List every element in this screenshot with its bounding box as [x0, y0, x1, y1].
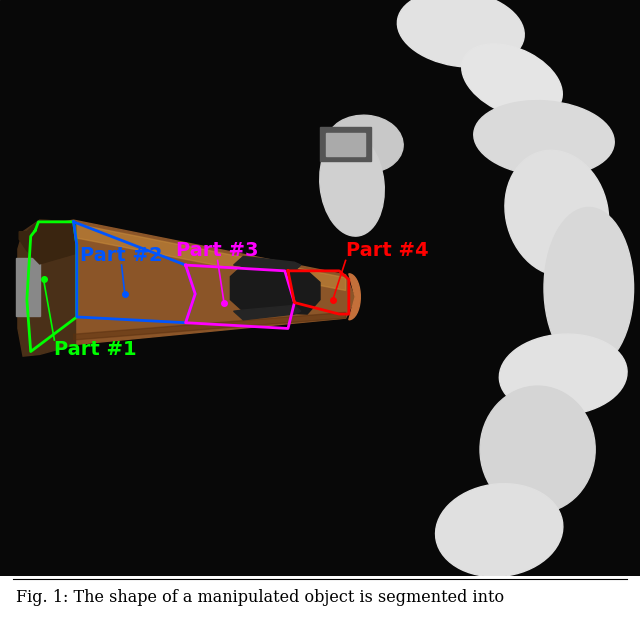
- Polygon shape: [349, 273, 360, 320]
- Ellipse shape: [320, 133, 384, 236]
- Ellipse shape: [499, 334, 627, 415]
- Bar: [326, 133, 365, 156]
- Ellipse shape: [505, 150, 609, 276]
- Text: Part #1: Part #1: [54, 340, 137, 359]
- Polygon shape: [74, 312, 346, 340]
- Ellipse shape: [436, 483, 563, 577]
- Polygon shape: [234, 257, 301, 271]
- Polygon shape: [320, 126, 371, 161]
- Polygon shape: [74, 224, 346, 290]
- Ellipse shape: [397, 0, 524, 67]
- Text: Part #2: Part #2: [80, 246, 163, 265]
- Ellipse shape: [480, 386, 595, 513]
- Bar: [16, 258, 40, 316]
- Ellipse shape: [326, 115, 403, 173]
- Polygon shape: [230, 265, 320, 314]
- Polygon shape: [18, 220, 76, 356]
- Ellipse shape: [544, 207, 634, 369]
- Ellipse shape: [474, 100, 614, 176]
- Ellipse shape: [461, 44, 563, 118]
- Text: Part #4: Part #4: [346, 242, 428, 260]
- Polygon shape: [234, 305, 301, 320]
- Polygon shape: [38, 220, 355, 345]
- Text: Fig. 1: The shape of a manipulated object is segmented into: Fig. 1: The shape of a manipulated objec…: [16, 589, 504, 606]
- Text: Part #3: Part #3: [177, 242, 259, 260]
- Polygon shape: [19, 220, 76, 264]
